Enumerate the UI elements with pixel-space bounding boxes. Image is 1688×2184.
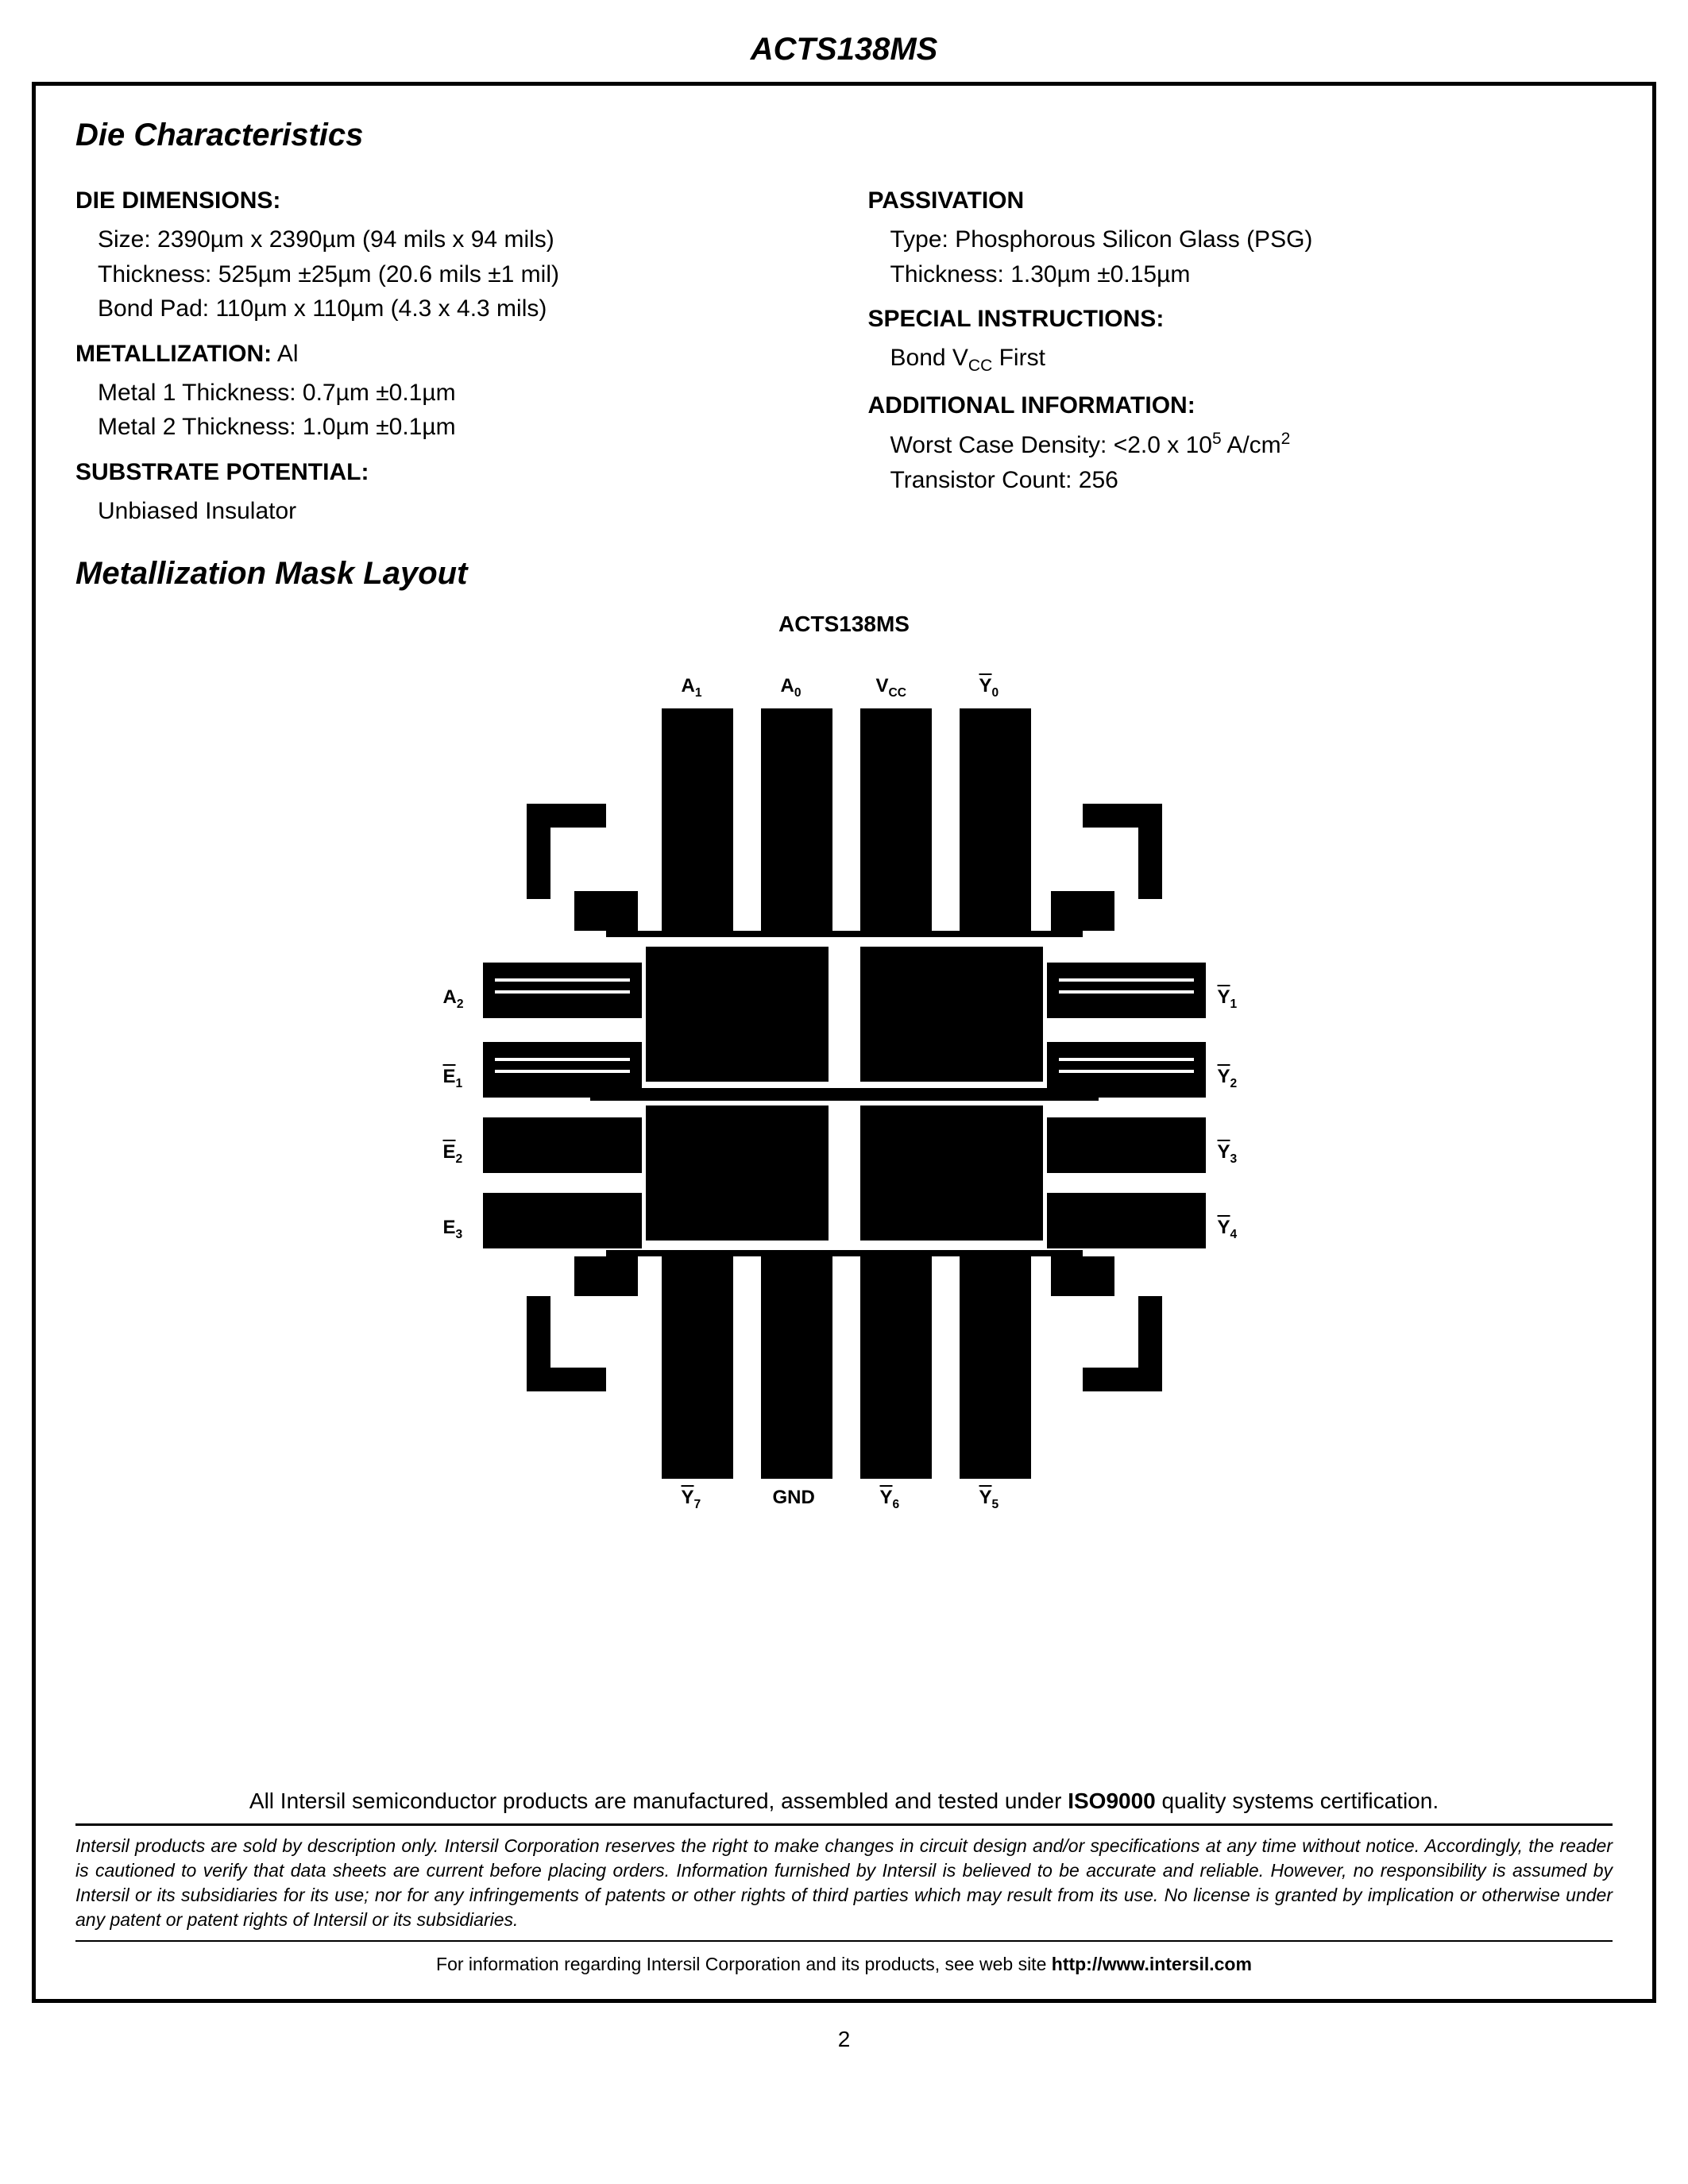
metal2-thickness: Metal 2 Thickness: 1.0µm ±0.1µm xyxy=(75,410,821,445)
passivation-thickness: Thickness: 1.30µm ±0.15µm xyxy=(868,257,1613,292)
passivation-head: PASSIVATION xyxy=(868,187,1613,214)
certification-line: All Intersil semiconductor products are … xyxy=(75,1788,1613,1814)
bond-vcc-pre: Bond V xyxy=(890,345,968,371)
special-instructions-head: SPECIAL INSTRUCTIONS: xyxy=(868,306,1613,333)
pad-label-right: Y3 xyxy=(1218,1141,1238,1167)
characteristics-columns: DIE DIMENSIONS: Size: 2390µm x 2390µm (9… xyxy=(75,173,1613,528)
divider-bottom xyxy=(75,1940,1613,1942)
density-pre: Worst Case Density: <2.0 x 10 xyxy=(890,432,1212,458)
content-frame: Die Characteristics DIE DIMENSIONS: Size… xyxy=(32,82,1656,2003)
pad-label-left: E1 xyxy=(443,1066,463,1091)
page-number: 2 xyxy=(32,2027,1656,2052)
datasheet-page: ACTS138MS Die Characteristics DIE DIMENS… xyxy=(32,32,1656,2052)
die-svg xyxy=(368,645,1321,1550)
metal1-thickness: Metal 1 Thickness: 0.7µm ±0.1µm xyxy=(75,376,821,411)
substrate-head: SUBSTRATE POTENTIAL: xyxy=(75,459,821,486)
die-characteristics-heading: Die Characteristics xyxy=(75,118,1613,153)
metallization-head: METALLIZATION: Al xyxy=(75,341,821,368)
left-column: DIE DIMENSIONS: Size: 2390µm x 2390µm (9… xyxy=(75,173,821,528)
pad-label-bottom: Y6 xyxy=(880,1487,900,1512)
density-mid: A/cm xyxy=(1222,432,1281,458)
layout-part-number: ACTS138MS xyxy=(75,612,1613,637)
pad-label-top: VCC xyxy=(876,675,907,700)
website-line: For information regarding Intersil Corpo… xyxy=(75,1954,1613,1975)
pad-label-top: A1 xyxy=(682,675,702,700)
pad-label-left: E2 xyxy=(443,1141,463,1167)
pad-label-right: Y1 xyxy=(1218,986,1238,1012)
density-exp: 5 xyxy=(1212,430,1222,448)
pad-label-top: Y0 xyxy=(979,675,999,700)
additional-info-head: ADDITIONAL INFORMATION: xyxy=(868,392,1613,419)
pad-label-left: E3 xyxy=(443,1217,463,1242)
mask-layout-heading: Metallization Mask Layout xyxy=(75,556,1613,592)
cert-post: quality systems certification. xyxy=(1156,1788,1439,1813)
divider-top xyxy=(75,1823,1613,1826)
metallization-material: Al xyxy=(272,341,298,367)
document-title: ACTS138MS xyxy=(32,32,1656,68)
passivation-type: Type: Phosphorous Silicon Glass (PSG) xyxy=(868,222,1613,257)
die-thickness: Thickness: 525µm ±25µm (20.6 mils ±1 mil… xyxy=(75,257,821,292)
die-layout: A1 A0 VCC Y0 Y7 GND Y6 Y5 A2 E1 E2 E3 Y1 Y2 Y3 Y4 xyxy=(368,645,1321,1550)
pad-label-right: Y2 xyxy=(1218,1066,1238,1091)
right-column: PASSIVATION Type: Phosphorous Silicon Gl… xyxy=(868,173,1613,528)
website-pre: For information regarding Intersil Corpo… xyxy=(436,1954,1052,1974)
die-layout-wrap: A1 A0 VCC Y0 Y7 GND Y6 Y5 A2 E1 E2 E3 Y1 Y2 Y3 Y4 xyxy=(75,645,1613,1550)
die-size: Size: 2390µm x 2390µm (94 mils x 94 mils… xyxy=(75,222,821,257)
website-url: http://www.intersil.com xyxy=(1052,1954,1252,1974)
metallization-label: METALLIZATION: xyxy=(75,341,272,367)
pad-label-left: A2 xyxy=(443,986,464,1012)
bond-pad: Bond Pad: 110µm x 110µm (4.3 x 4.3 mils) xyxy=(75,291,821,326)
cert-iso: ISO9000 xyxy=(1068,1788,1156,1813)
cert-pre: All Intersil semiconductor products are … xyxy=(249,1788,1068,1813)
die-dimensions-head: DIE DIMENSIONS: xyxy=(75,187,821,214)
bond-vcc-sub: CC xyxy=(968,357,992,375)
pad-label-top: A0 xyxy=(781,675,802,700)
pad-label-right: Y4 xyxy=(1218,1217,1238,1242)
bond-vcc-post: First xyxy=(992,345,1045,371)
legal-disclaimer: Intersil products are sold by descriptio… xyxy=(75,1834,1613,1932)
special-instructions-value: Bond VCC First xyxy=(868,341,1613,378)
worst-case-density: Worst Case Density: <2.0 x 105 A/cm2 xyxy=(868,427,1613,463)
pad-label-bottom: Y7 xyxy=(682,1487,701,1512)
pad-label-bottom: GND xyxy=(773,1487,815,1509)
pad-label-bottom: Y5 xyxy=(979,1487,999,1512)
substrate-value: Unbiased Insulator xyxy=(75,494,821,529)
density-exp2: 2 xyxy=(1281,430,1291,448)
transistor-count: Transistor Count: 256 xyxy=(868,463,1613,498)
